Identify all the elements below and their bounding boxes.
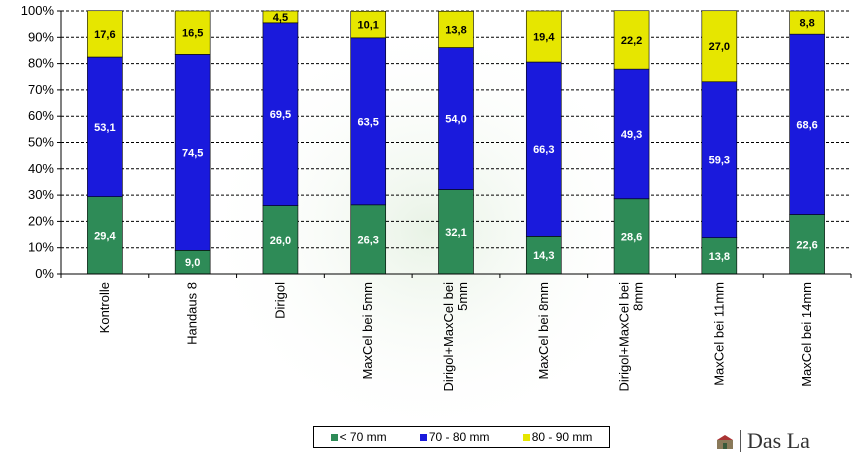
data-label: 10,1 [358, 20, 379, 32]
legend-label-70-80: 70 - 80 mm [428, 430, 490, 444]
bar-segment [613, 68, 650, 200]
x-tick-label: MaxCel bei 14mm [799, 282, 814, 387]
bar-segment [262, 10, 299, 24]
crest-icon [717, 435, 733, 449]
bar-segment [701, 237, 738, 275]
x-tick-label: Dirigol+MaxCel bei [441, 282, 456, 392]
logo: Das La [716, 430, 854, 452]
y-tick-label: 30% [28, 187, 54, 202]
data-label: 4,5 [273, 12, 288, 24]
logo-text: Das La [740, 430, 810, 452]
x-tick-label: 8mm [631, 282, 646, 311]
data-label: 22,6 [796, 239, 817, 251]
bar-segment [525, 10, 562, 63]
legend-swatch-80-90 [522, 433, 530, 441]
legend-label-80-90: 80 - 90 mm [531, 430, 593, 444]
data-label: 16,5 [182, 28, 203, 40]
y-tick-label: 0% [35, 266, 54, 281]
bar-segment [525, 61, 562, 237]
legend-item-70-80: 70 - 80 mm [419, 430, 490, 444]
y-tick-label: 70% [28, 82, 54, 97]
y-tick-label: 10% [28, 240, 54, 255]
legend-swatch-lt70 [330, 433, 338, 441]
data-label: 27,0 [709, 41, 730, 53]
bar-segment [438, 47, 474, 190]
x-tick-label: 5mm [455, 282, 470, 311]
legend-swatch-70-80 [419, 433, 427, 441]
legend-item-80-90: 80 - 90 mm [522, 430, 593, 444]
y-tick-label: 50% [28, 135, 54, 150]
data-label: 14,3 [533, 250, 554, 262]
data-label: 28,6 [621, 231, 642, 243]
bar-segment [789, 214, 825, 275]
legend-item-lt70: < 70 mm [330, 430, 387, 444]
data-label: 49,3 [621, 129, 642, 141]
data-label: 9,0 [185, 257, 200, 269]
data-label: 53,1 [94, 122, 115, 134]
x-tick-label: Dirigol [272, 282, 287, 319]
data-label: 59,3 [709, 155, 730, 167]
bar-segment [701, 10, 738, 83]
bar-segment [350, 10, 387, 39]
bar-segment [262, 22, 299, 206]
y-tick-label: 80% [28, 56, 54, 71]
data-label: 13,8 [709, 251, 730, 263]
bar-segment [438, 10, 474, 48]
bar-segment [701, 81, 738, 239]
data-label: 74,5 [182, 147, 203, 159]
bar-segment [87, 56, 123, 197]
bar-segment [174, 54, 211, 251]
data-label: 29,4 [94, 230, 116, 242]
data-label: 22,2 [621, 35, 642, 47]
x-tick-label: Dirigol+MaxCel bei [617, 282, 632, 392]
bar-segment [350, 37, 387, 206]
bar-segment [350, 204, 387, 275]
data-label: 54,0 [445, 114, 466, 126]
bar-segment [789, 33, 825, 215]
bar-segment [262, 205, 299, 275]
x-tick-label: MaxCel bei 8mm [536, 282, 551, 380]
x-tick-label: Kontrolle [97, 282, 112, 333]
bar-segment [613, 10, 650, 70]
y-tick-label: 40% [28, 161, 54, 176]
y-tick-label: 100% [21, 3, 55, 18]
stacked-bar-chart: 29,4 53,1 17,6 9,0 74,5 16,5 26,0 69,5 4,5 26,3 63… [21, 3, 852, 426]
y-tick-label: 90% [28, 29, 54, 44]
legend-label-lt70: < 70 mm [339, 430, 387, 444]
chart-legend: < 70 mm 70 - 80 mm 80 - 90 mm [313, 426, 610, 448]
data-label: 13,8 [445, 24, 466, 36]
data-label: 68,6 [796, 119, 817, 131]
data-label: 17,6 [94, 29, 115, 41]
data-label: 26,3 [358, 234, 379, 246]
x-tick-label: MaxCel bei 11mm [711, 282, 726, 386]
bar-segment [789, 10, 825, 35]
data-label: 63,5 [358, 116, 379, 128]
bar-segment [613, 198, 650, 275]
bar-segment [87, 10, 123, 58]
data-label: 32,1 [445, 227, 466, 239]
x-tick-label: MaxCel bei 5mm [360, 282, 375, 380]
bar-segment [174, 10, 211, 55]
y-tick-label: 20% [28, 213, 54, 228]
y-tick-label: 60% [28, 108, 54, 123]
x-tick-label: Handaus 8 [185, 282, 200, 345]
bar-segment [525, 236, 562, 275]
data-label: 69,5 [270, 109, 291, 121]
data-label: 26,0 [270, 235, 291, 247]
data-label: 66,3 [533, 144, 554, 156]
data-label: 8,8 [799, 18, 814, 30]
data-label: 19,4 [533, 32, 555, 44]
